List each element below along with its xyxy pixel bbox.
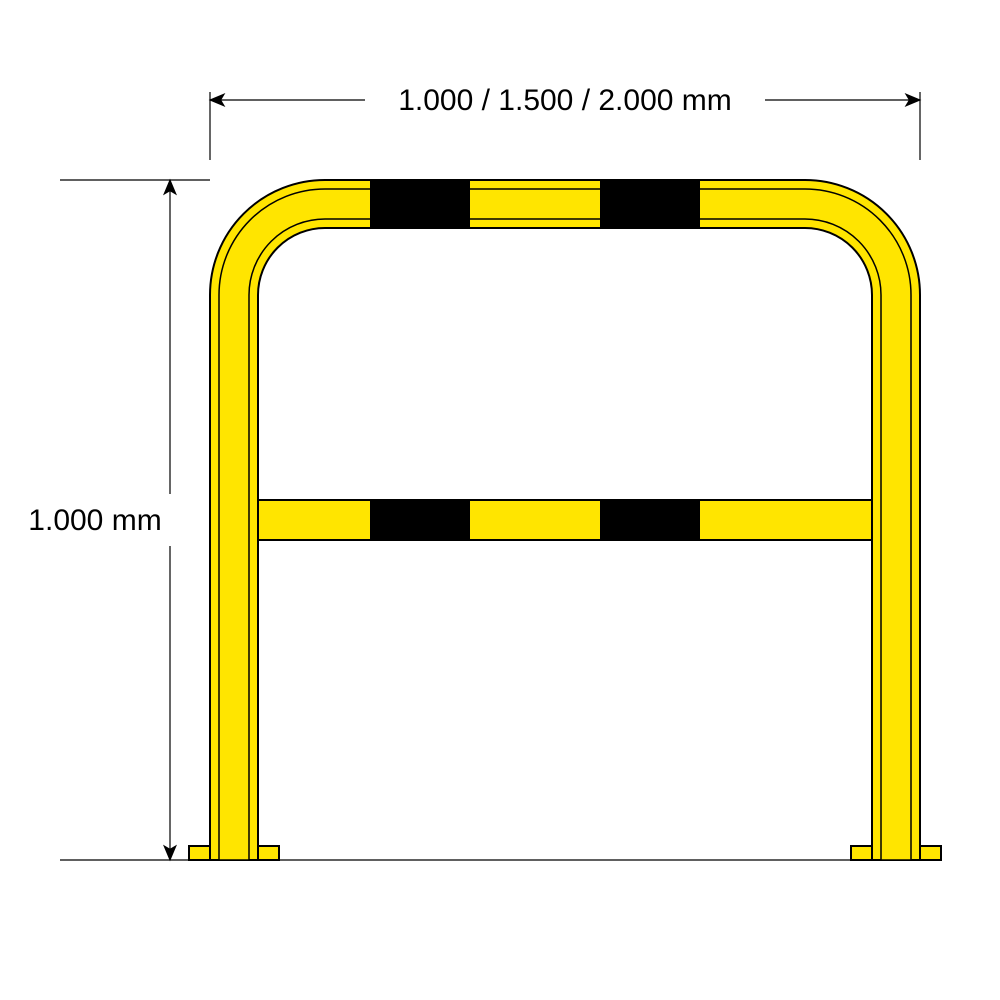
height-label: 1.000 mm: [28, 504, 161, 537]
width-label: 1.000 / 1.500 / 2.000 mm: [398, 84, 732, 117]
dimension-diagram: 1.000 / 1.500 / 2.000 mm 1.000 mm: [0, 0, 1000, 1000]
safety-barrier: [189, 180, 941, 860]
